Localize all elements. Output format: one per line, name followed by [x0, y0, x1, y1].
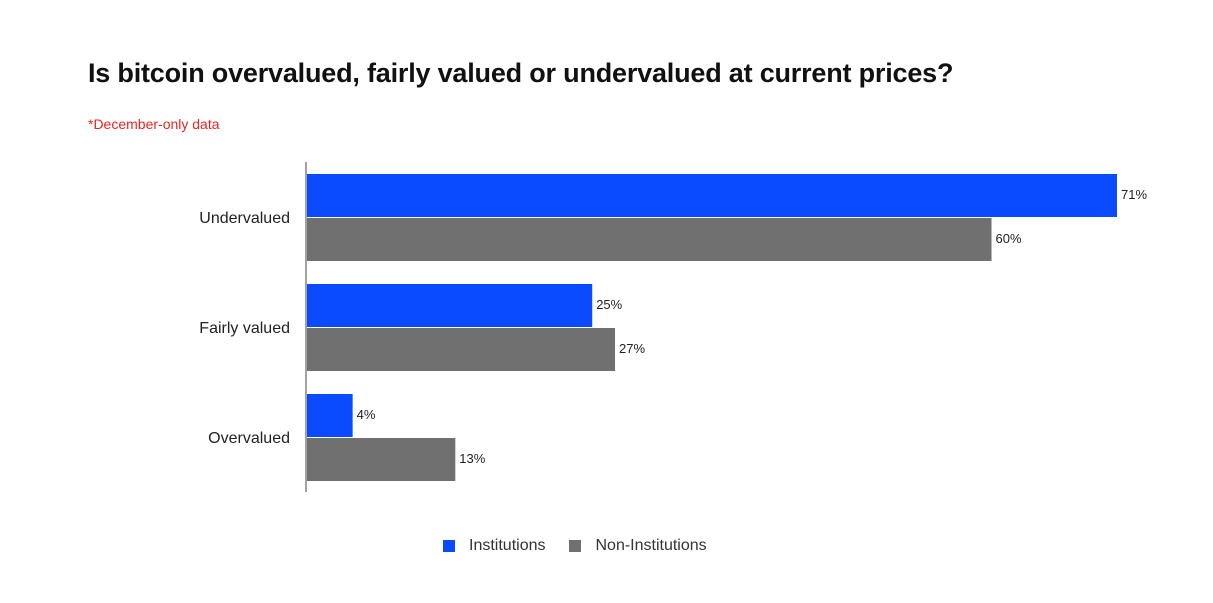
- bar-non-institutions-overvalued[interactable]: [307, 438, 456, 481]
- labels-group: Undervalued 71% 60% Fairly valued 25% 27% Over…: [199, 187, 1147, 466]
- chart-title: Is bitcoin overvalued, fairly valued or …: [88, 58, 954, 88]
- bar-chart: Undervalued 71% 60% Fairly valued 25% 27% Over…: [199, 162, 1147, 492]
- data-label-non-institutions-overvalued: 13%: [459, 451, 485, 466]
- legend-item-non-institutions[interactable]: Non-Institutions: [569, 537, 707, 555]
- data-label-non-institutions-fairly-valued: 27%: [619, 341, 645, 356]
- data-label-non-institutions-undervalued: 60%: [996, 231, 1022, 246]
- category-label-fairly-valued: Fairly valued: [199, 320, 290, 337]
- chart-subtitle-note: *December-only data: [88, 116, 220, 132]
- legend-label-non-institutions: Non-Institutions: [595, 537, 707, 554]
- bar-institutions-fairly-valued[interactable]: [307, 284, 593, 327]
- legend: Institutions Non-Institutions: [443, 537, 731, 555]
- bar-non-institutions-fairly-valued[interactable]: [307, 328, 616, 371]
- category-label-undervalued: Undervalued: [199, 210, 290, 227]
- data-label-institutions-undervalued: 71%: [1121, 187, 1147, 202]
- legend-swatch-institutions: [443, 540, 455, 552]
- legend-swatch-non-institutions: [569, 540, 582, 552]
- bar-institutions-overvalued[interactable]: [307, 394, 353, 437]
- category-label-overvalued: Overvalued: [208, 430, 290, 447]
- data-label-institutions-fairly-valued: 25%: [596, 297, 622, 312]
- bar-non-institutions-undervalued[interactable]: [307, 218, 992, 261]
- bars-group: [307, 174, 1117, 481]
- bar-institutions-undervalued[interactable]: [307, 174, 1117, 217]
- legend-label-institutions: Institutions: [469, 537, 546, 554]
- legend-item-institutions[interactable]: Institutions: [443, 537, 545, 555]
- data-label-institutions-overvalued: 4%: [357, 407, 376, 422]
